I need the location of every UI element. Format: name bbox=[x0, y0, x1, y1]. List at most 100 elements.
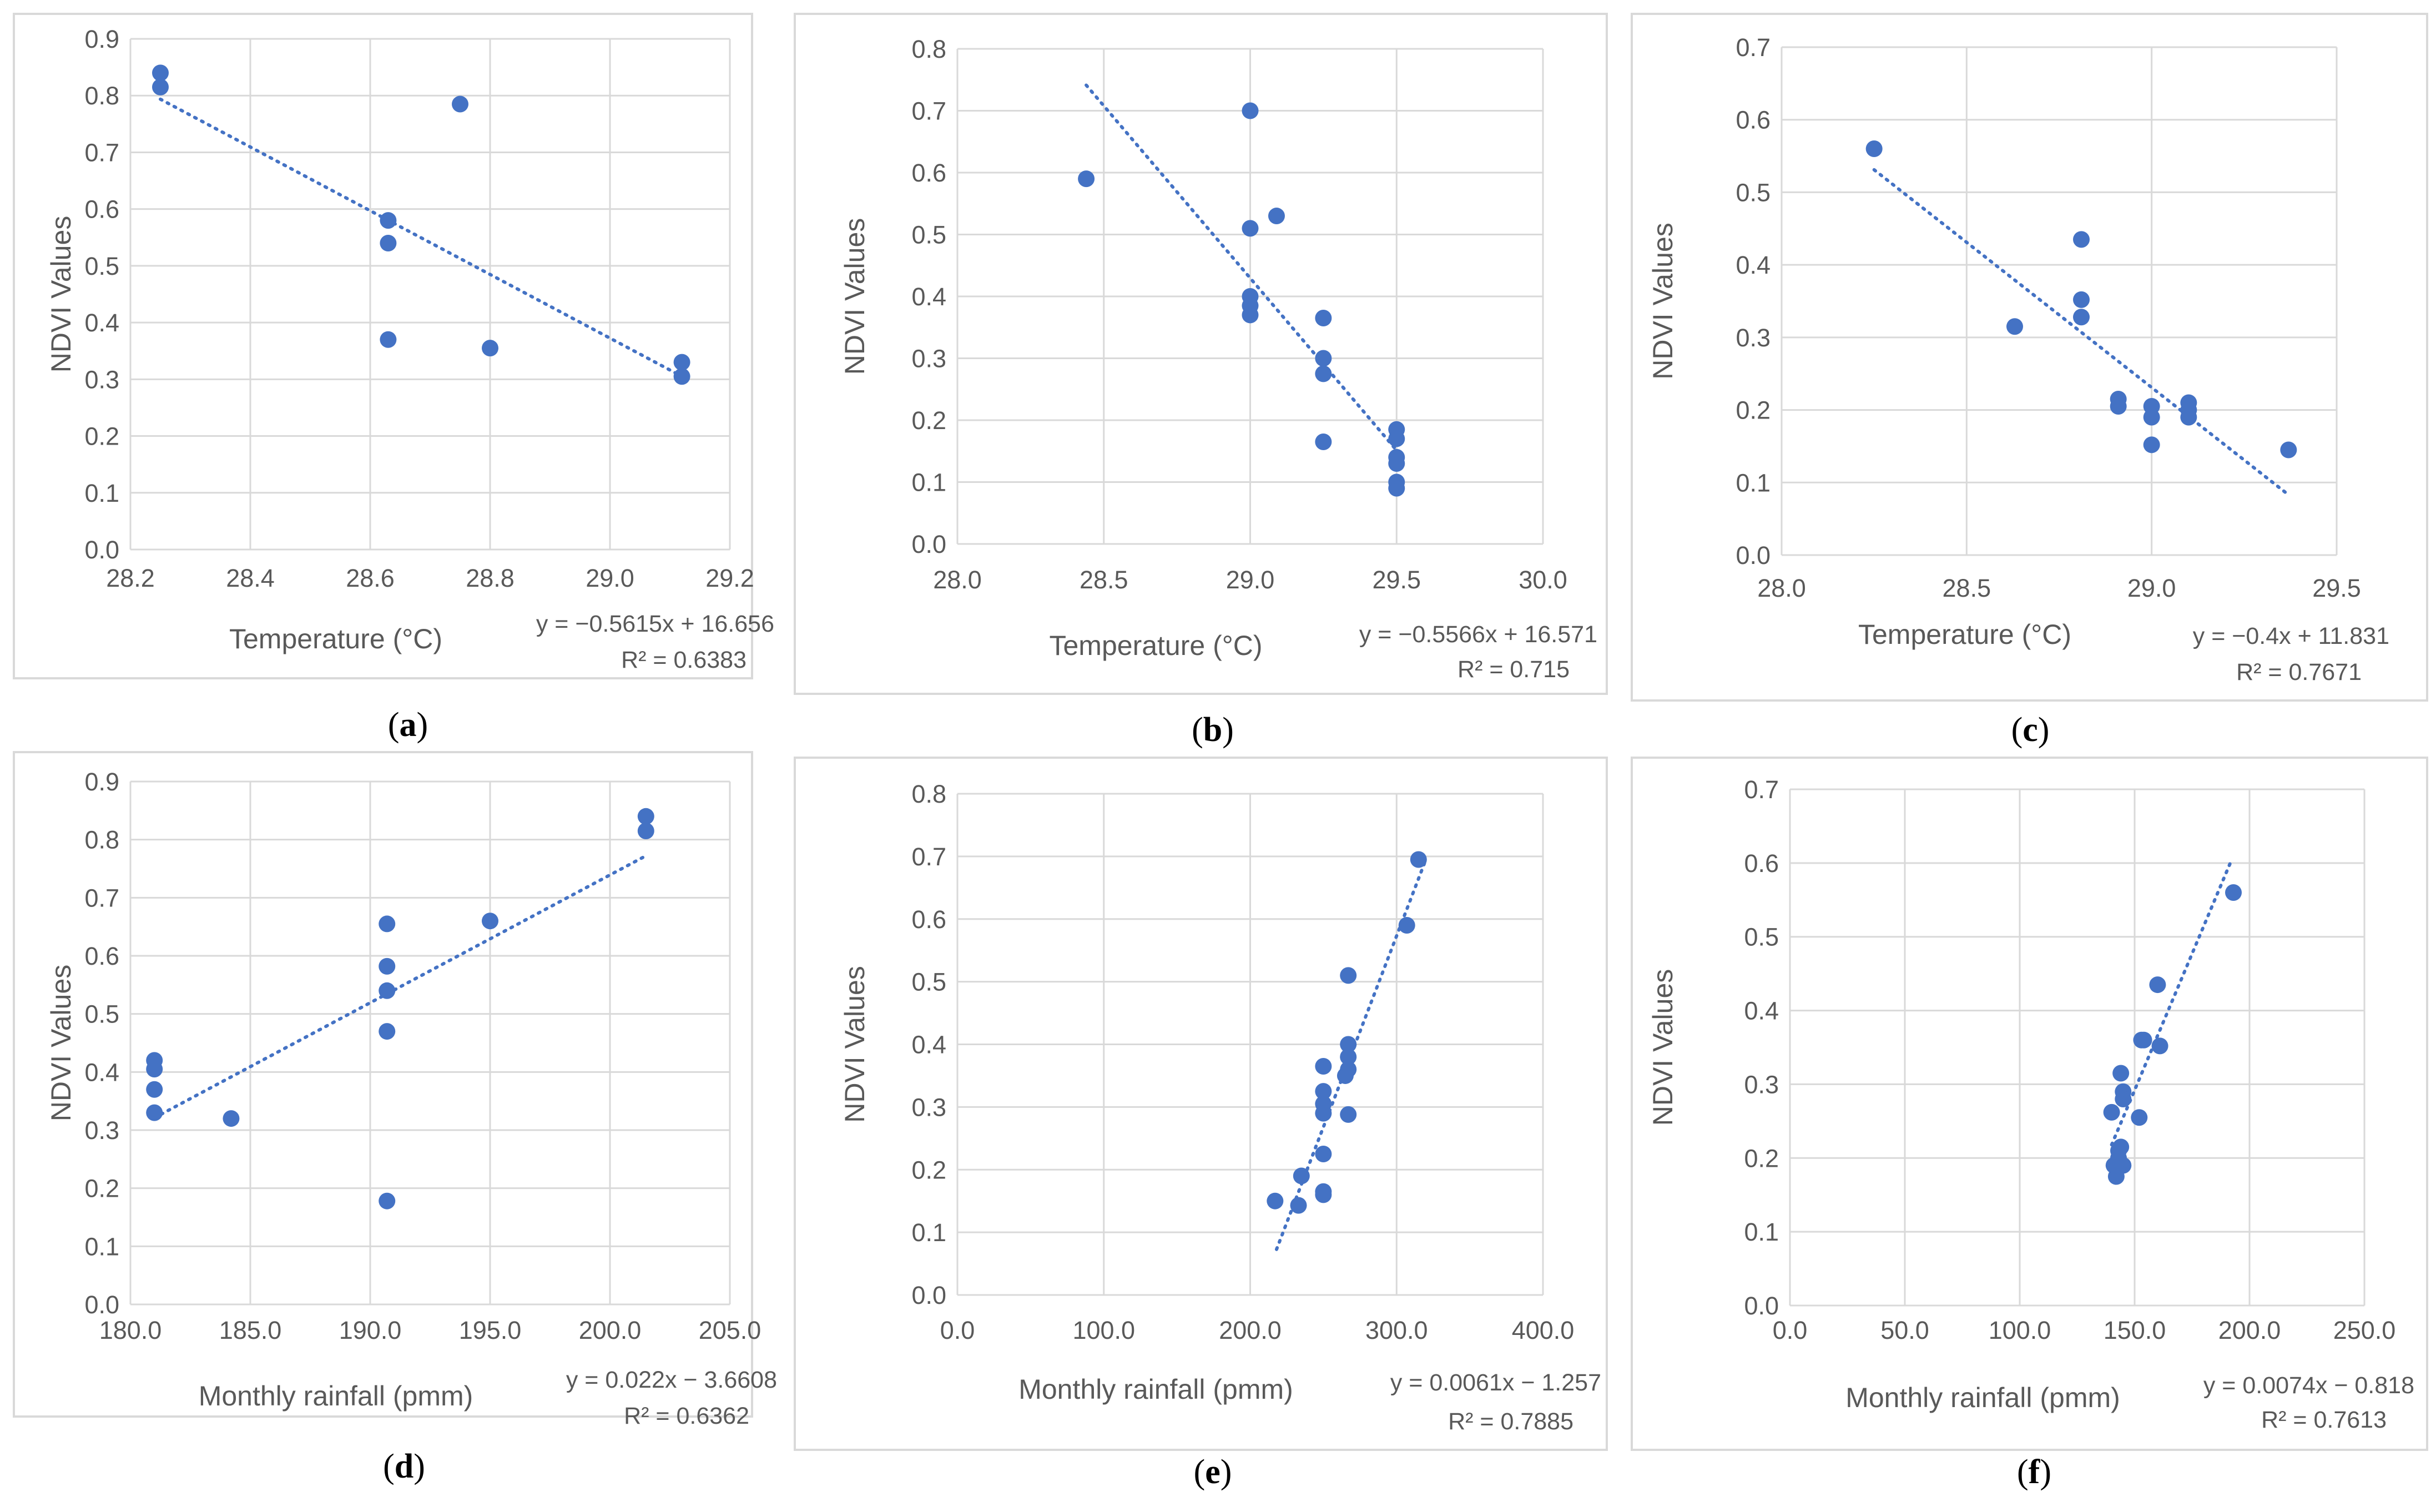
r-squared-label: R² = 0.715 bbox=[1457, 656, 1570, 683]
x-axis-title: Monthly rainfall (pmm) bbox=[199, 1380, 473, 1412]
y-tick-label: 0.2 bbox=[1736, 396, 1771, 425]
x-tick-label: 28.6 bbox=[346, 564, 395, 592]
y-tick-label: 0.4 bbox=[1744, 997, 1779, 1025]
data-point bbox=[2225, 884, 2242, 901]
y-tick-label: 0.4 bbox=[911, 1031, 946, 1059]
data-point bbox=[1315, 1058, 1332, 1075]
y-tick-label: 0.8 bbox=[911, 35, 946, 63]
r-squared-label: R² = 0.7885 bbox=[1448, 1408, 1573, 1435]
x-axis-title: Temperature (°C) bbox=[1858, 619, 2071, 650]
data-point bbox=[2073, 231, 2090, 248]
data-point bbox=[1315, 434, 1332, 451]
trendline bbox=[2110, 859, 2233, 1147]
x-tick-label: 28.0 bbox=[933, 566, 982, 594]
panel-frame bbox=[13, 13, 753, 679]
y-tick-label: 0.1 bbox=[1744, 1218, 1779, 1246]
data-point bbox=[2073, 291, 2090, 308]
panel-frame bbox=[794, 13, 1608, 695]
panel-b: 0.0 0.1 0.2 0.3 0.4 0.5 0.6 0.7 0.8 28.0 28.5 29.0 2… bbox=[794, 13, 1608, 749]
x-tick-label: 29.0 bbox=[586, 564, 634, 592]
y-tick-label: 0.4 bbox=[84, 1058, 119, 1086]
y-axis-title: NDVI Values bbox=[839, 966, 870, 1123]
data-point bbox=[1315, 1083, 1332, 1100]
panel-caption-letter: (d) bbox=[383, 1448, 425, 1485]
data-point bbox=[379, 957, 396, 975]
x-tick-label: 29.5 bbox=[1372, 566, 1421, 594]
trendline-equation: y = 0.0061x − 1.257 bbox=[1390, 1369, 1601, 1396]
x-tick-label: 200.0 bbox=[1219, 1316, 1282, 1344]
trendline bbox=[1085, 83, 1399, 452]
data-point bbox=[223, 1110, 240, 1127]
y-tick-label: 0.2 bbox=[911, 1156, 946, 1184]
data-point bbox=[2112, 1138, 2130, 1156]
data-point bbox=[146, 1104, 163, 1121]
y-tick-label: 0.2 bbox=[84, 422, 119, 451]
data-point bbox=[380, 331, 397, 348]
y-tick-label: 0.1 bbox=[911, 1218, 946, 1247]
y-tick-label: 0.7 bbox=[911, 97, 946, 125]
y-tick-label: 0.2 bbox=[911, 406, 946, 435]
y-tick-label: 0.4 bbox=[1736, 251, 1771, 279]
x-tick-label: 0.0 bbox=[1773, 1316, 1808, 1344]
x-axis-title: Monthly rainfall (pmm) bbox=[1018, 1374, 1293, 1405]
data-point bbox=[1340, 1106, 1357, 1123]
x-axis-title: Temperature (°C) bbox=[229, 623, 442, 654]
data-point bbox=[2131, 1109, 2148, 1126]
y-tick-label: 0.1 bbox=[1736, 468, 1771, 497]
data-point bbox=[2135, 1031, 2152, 1049]
data-point bbox=[1340, 1061, 1357, 1078]
x-tick-label: 29.2 bbox=[705, 564, 754, 592]
data-point bbox=[2006, 318, 2023, 335]
data-point bbox=[1398, 917, 1415, 934]
x-tick-label: 180.0 bbox=[99, 1316, 162, 1344]
y-tick-label: 0.3 bbox=[1736, 324, 1771, 352]
y-tick-label: 0.8 bbox=[84, 826, 119, 854]
x-tick-label: 300.0 bbox=[1365, 1316, 1428, 1344]
y-tick-label: 0.7 bbox=[1736, 33, 1771, 62]
y-tick-label: 0.3 bbox=[911, 1093, 946, 1121]
panel-caption-letter: (e) bbox=[1194, 1453, 1232, 1491]
y-tick-label: 0.9 bbox=[84, 25, 119, 53]
data-point bbox=[2073, 309, 2090, 326]
y-tick-label: 0.0 bbox=[84, 536, 119, 564]
y-tick-label: 0.6 bbox=[911, 159, 946, 187]
x-tick-label: 30.0 bbox=[1519, 566, 1567, 594]
trendline bbox=[1872, 168, 2291, 497]
y-tick-label: 0.3 bbox=[1744, 1070, 1779, 1098]
data-point bbox=[1315, 365, 1332, 382]
y-tick-label: 0.7 bbox=[84, 138, 119, 167]
panel-frame bbox=[1631, 13, 2428, 702]
panel-frame bbox=[13, 751, 753, 1418]
data-point bbox=[637, 822, 654, 839]
y-tick-label: 0.0 bbox=[911, 530, 946, 558]
data-point bbox=[1242, 220, 1259, 237]
data-point bbox=[146, 1081, 163, 1098]
data-point bbox=[2115, 1091, 2132, 1107]
y-tick-label: 0.3 bbox=[84, 1116, 119, 1145]
y-tick-label: 0.0 bbox=[1736, 541, 1771, 569]
y-tick-label: 0.3 bbox=[911, 345, 946, 373]
y-tick-label: 0.5 bbox=[1736, 178, 1771, 206]
y-tick-label: 0.5 bbox=[84, 1000, 119, 1029]
y-tick-label: 0.9 bbox=[84, 768, 119, 796]
data-point bbox=[380, 235, 397, 251]
y-tick-label: 0.3 bbox=[84, 365, 119, 394]
data-point bbox=[2110, 398, 2127, 415]
data-point bbox=[1865, 140, 1883, 157]
x-tick-label: 28.5 bbox=[1080, 566, 1128, 594]
x-tick-label: 0.0 bbox=[940, 1316, 975, 1344]
y-tick-label: 0.2 bbox=[1744, 1144, 1779, 1172]
y-axis-title: NDVI Values bbox=[46, 965, 77, 1122]
y-tick-label: 0.5 bbox=[911, 968, 946, 996]
x-tick-label: 205.0 bbox=[699, 1316, 761, 1344]
data-point bbox=[673, 354, 690, 371]
data-point bbox=[2112, 1065, 2130, 1082]
x-tick-label: 28.5 bbox=[1943, 574, 1991, 602]
y-tick-label: 0.7 bbox=[84, 884, 119, 912]
trendline bbox=[159, 97, 684, 379]
x-axis-title: Temperature (°C) bbox=[1050, 630, 1263, 661]
x-tick-label: 28.2 bbox=[106, 564, 155, 592]
x-tick-label: 200.0 bbox=[2218, 1316, 2281, 1344]
data-point bbox=[2103, 1103, 2120, 1121]
data-point bbox=[2115, 1157, 2132, 1174]
